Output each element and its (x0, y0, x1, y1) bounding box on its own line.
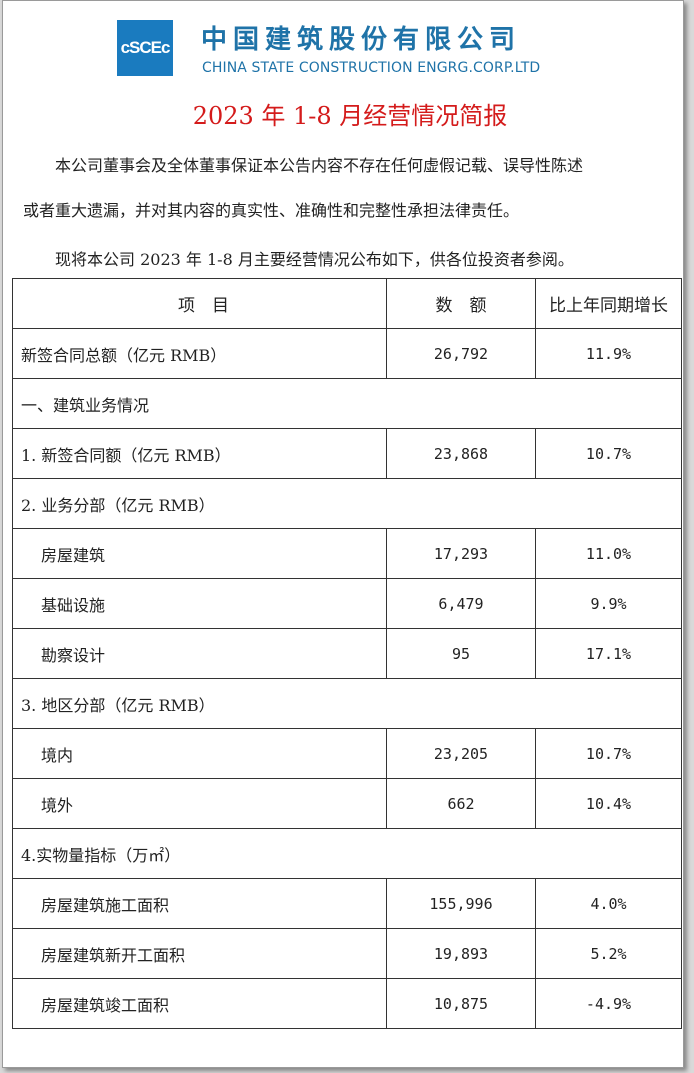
table-row: 境外 662 10.4% (12, 778, 682, 829)
row-growth: 10.4% (535, 778, 682, 829)
row-growth: 17.1% (535, 628, 682, 679)
table-row: 1. 新签合同额（亿元 RMB） 23,868 10.7% (12, 428, 682, 479)
disclaimer-statement: 本公司董事会及全体董事保证本公告内容不存在任何虚假记载、误导性陈述 或者重大遗漏… (23, 143, 673, 233)
table-row: 房屋建筑 17,293 11.0% (12, 528, 682, 579)
row-growth: -4.9% (535, 978, 682, 1029)
row-item: 勘察设计 (12, 628, 387, 679)
row-item: 房屋建筑新开工面积 (12, 928, 387, 979)
report-title: 2023 年 1-8 月经营情况简报 (192, 102, 508, 130)
company-name-en: CHINA STATE CONSTRUCTION ENGRG.CORP.LTD (202, 60, 541, 76)
table-row: 房屋建筑施工面积 155,996 4.0% (12, 878, 682, 929)
table-section-row: 4.实物量指标（万㎡） (12, 828, 682, 879)
intro-text: 现将本公司 2023 年 1-8 月主要经营情况公布如下，供各位投资者参阅。 (55, 250, 574, 269)
row-item: 境外 (12, 778, 387, 829)
row-item: 境内 (12, 728, 387, 779)
row-item: 3. 地区分部（亿元 RMB） (12, 678, 682, 729)
row-value: 10,875 (386, 978, 536, 1029)
row-growth: 10.7% (535, 428, 682, 479)
row-value: 6,479 (386, 578, 536, 629)
table-row: 房屋建筑新开工面积 19,893 5.2% (12, 928, 682, 979)
row-value: 23,868 (386, 428, 536, 479)
row-value: 23,205 (386, 728, 536, 779)
table-section-row: 一、建筑业务情况 (12, 378, 682, 429)
row-growth: 9.9% (535, 578, 682, 629)
header-item: 项 目 (12, 278, 387, 329)
table-row: 新签合同总额（亿元 RMB） 26,792 11.9% (12, 328, 682, 379)
table-row: 房屋建筑竣工面积 10,875 -4.9% (12, 978, 682, 1029)
company-logo: cSCEc (117, 20, 173, 76)
row-value: 662 (386, 778, 536, 829)
logo-text: cSCEc (120, 38, 171, 57)
table-section-row: 2. 业务分部（亿元 RMB） (12, 478, 682, 529)
statement-line-1: 本公司董事会及全体董事保证本公告内容不存在任何虚假记载、误导性陈述 (55, 156, 584, 175)
row-item: 基础设施 (12, 578, 387, 629)
row-growth: 11.9% (535, 328, 682, 379)
table-section-row: 3. 地区分部（亿元 RMB） (12, 678, 682, 729)
header-growth: 比上年同期增长 (535, 278, 682, 329)
row-value: 17,293 (386, 528, 536, 579)
row-growth: 11.0% (535, 528, 682, 579)
row-growth: 5.2% (535, 928, 682, 979)
company-name-cn: 中国建筑股份有限公司 (201, 25, 522, 55)
table-row: 境内 23,205 10.7% (12, 728, 682, 779)
row-item: 一、建筑业务情况 (12, 378, 682, 429)
statement-line-2: 或者重大遗漏，并对其内容的真实性、准确性和完整性承担法律责任。 (23, 201, 520, 220)
operations-table: 项 目 数 额 比上年同期增长 新签合同总额（亿元 RMB） 26,792 11.9… (12, 278, 682, 1029)
row-item: 新签合同总额（亿元 RMB） (12, 328, 387, 379)
row-growth: 4.0% (535, 878, 682, 929)
row-value: 95 (386, 628, 536, 679)
row-item: 房屋建筑 (12, 528, 387, 579)
row-item: 2. 业务分部（亿元 RMB） (12, 478, 682, 529)
row-value: 155,996 (386, 878, 536, 929)
row-item: 房屋建筑竣工面积 (12, 978, 387, 1029)
row-value: 19,893 (386, 928, 536, 979)
header-value: 数 额 (386, 278, 536, 329)
row-item: 房屋建筑施工面积 (12, 878, 387, 929)
table-header-row: 项 目 数 额 比上年同期增长 (12, 278, 682, 329)
row-value: 26,792 (386, 328, 536, 379)
row-item: 4.实物量指标（万㎡） (12, 828, 682, 879)
table-row: 勘察设计 95 17.1% (12, 628, 682, 679)
table-row: 基础设施 6,479 9.9% (12, 578, 682, 629)
row-growth: 10.7% (535, 728, 682, 779)
row-item: 1. 新签合同额（亿元 RMB） (12, 428, 387, 479)
